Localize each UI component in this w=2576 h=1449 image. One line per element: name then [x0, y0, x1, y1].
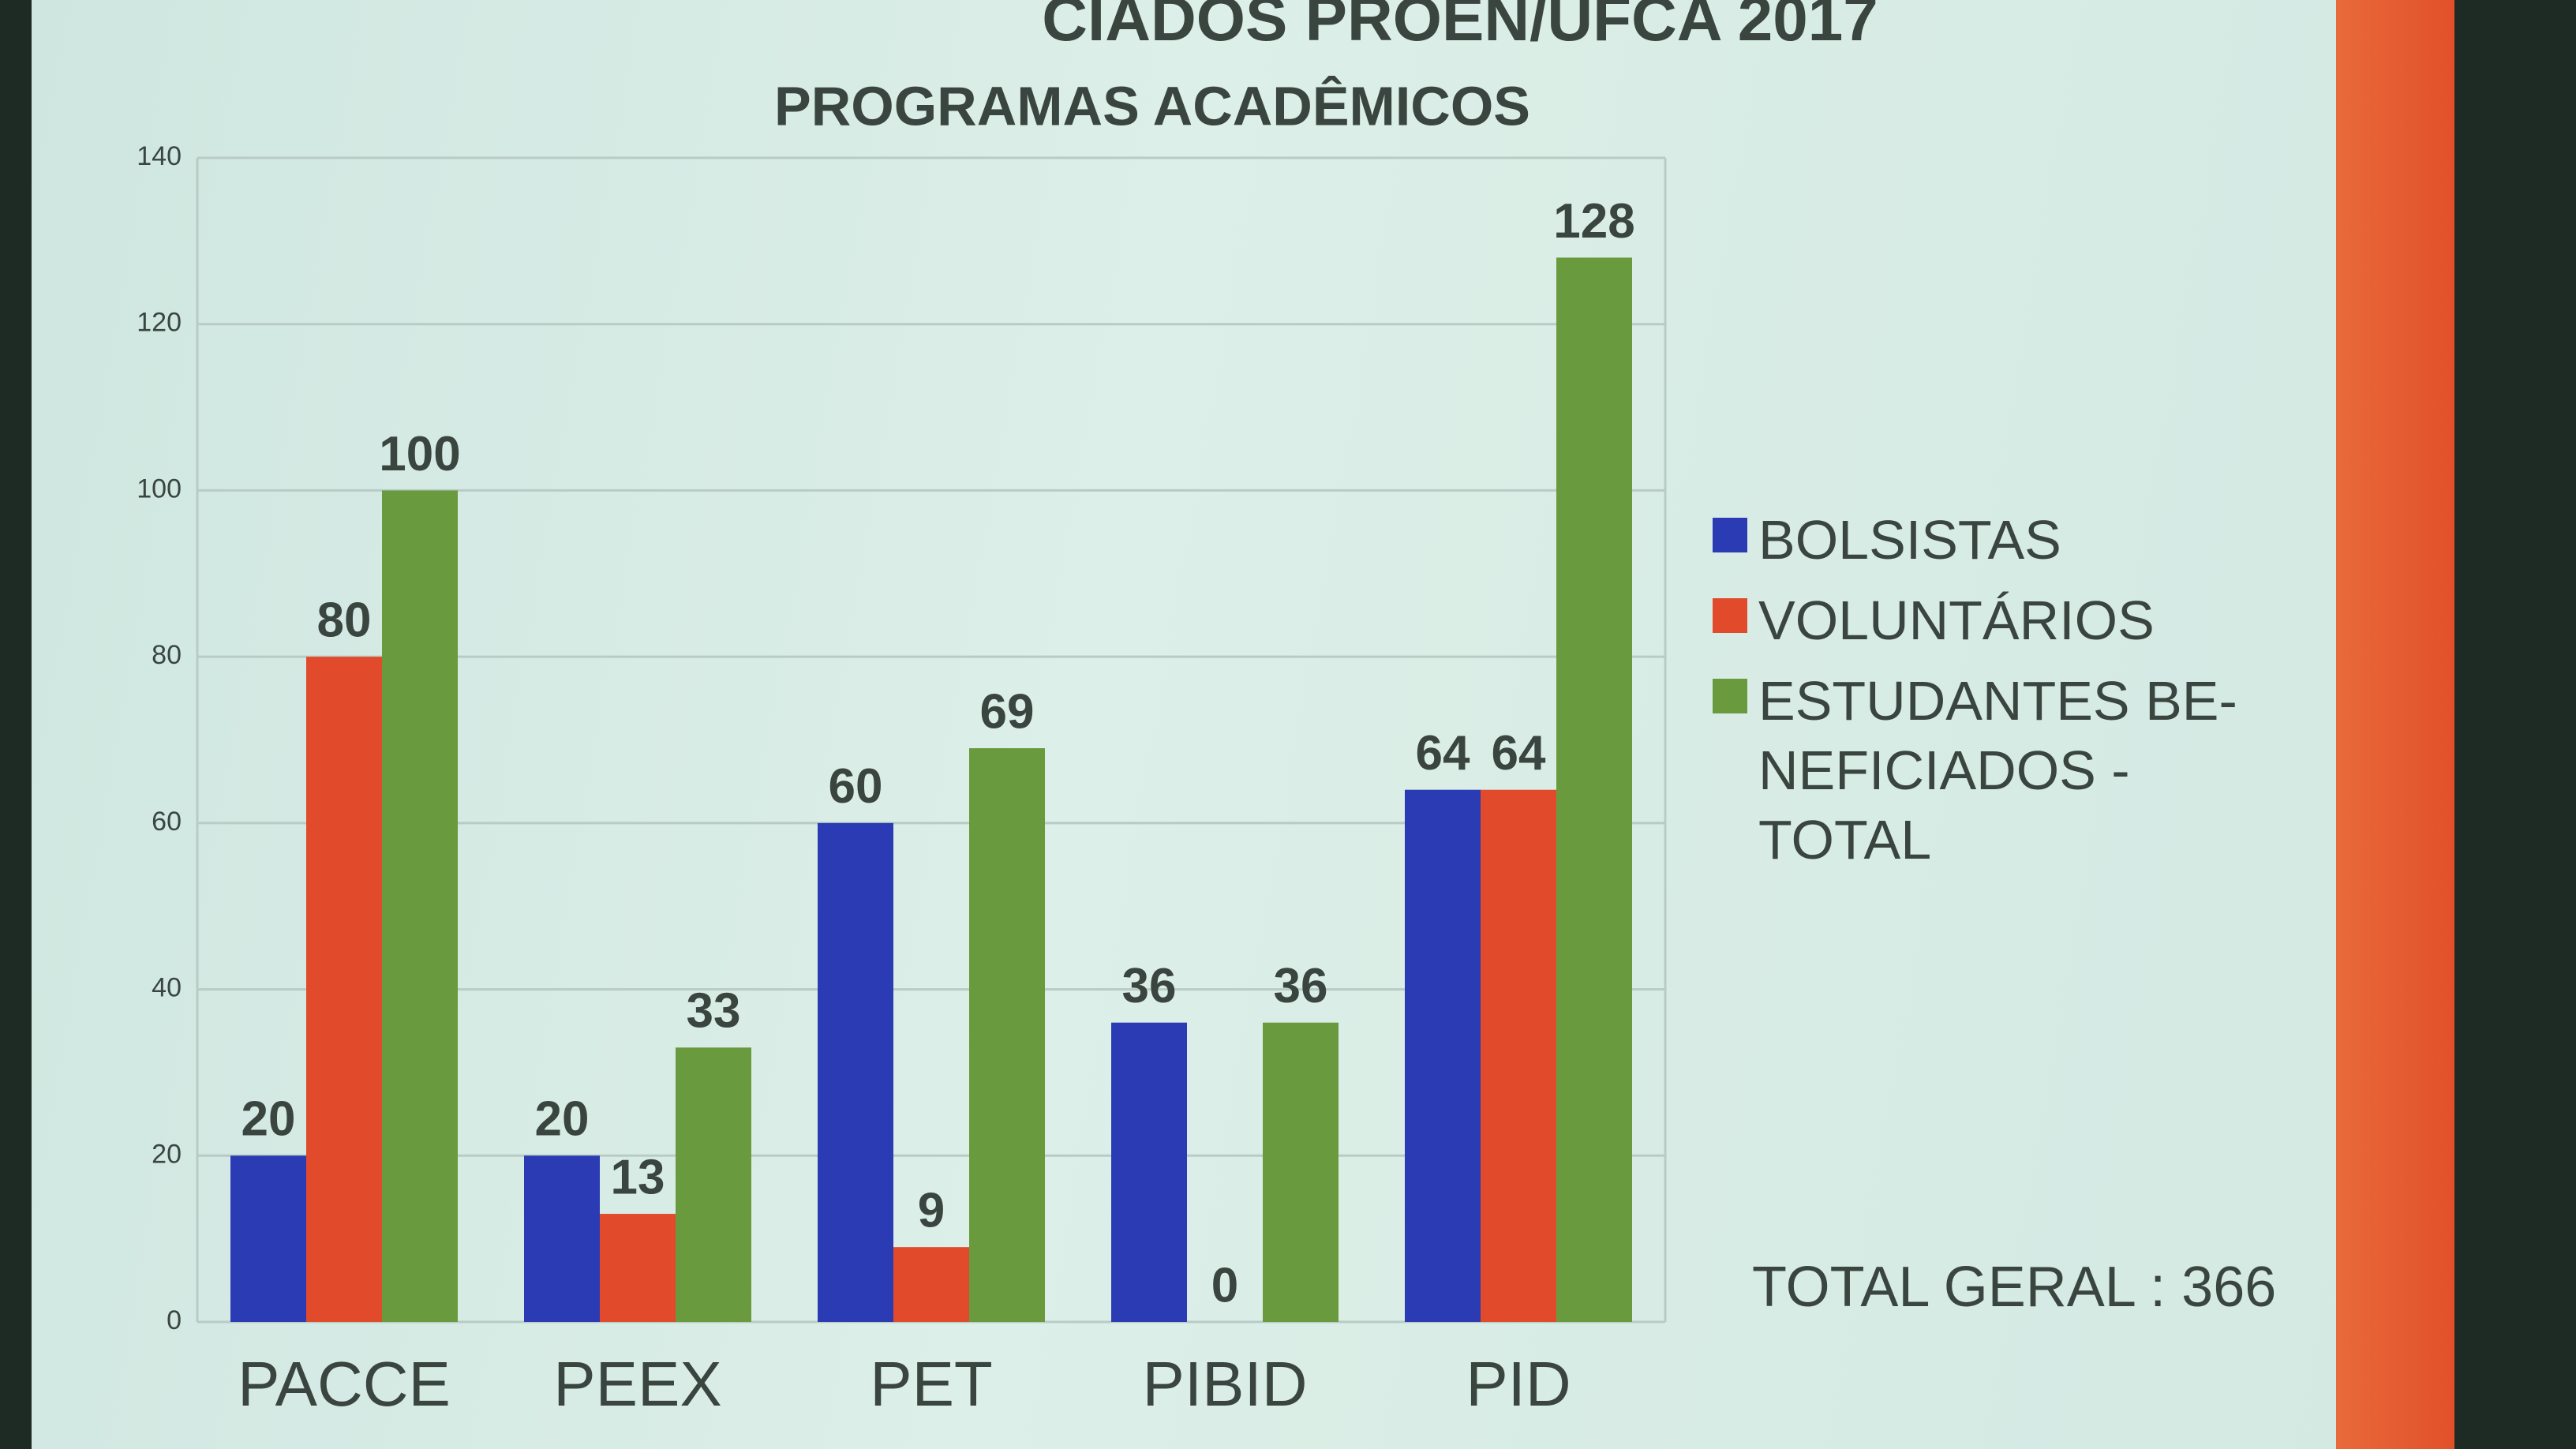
bar	[1481, 789, 1556, 1322]
value-label: 80	[317, 593, 372, 648]
legend-label: ESTUDANTES BE-NEFICIADOS - TOTAL	[1758, 670, 2237, 871]
bar	[1405, 789, 1481, 1322]
value-label: 100	[379, 427, 460, 481]
legend-swatch	[1713, 518, 1747, 552]
bar	[230, 1155, 306, 1322]
legend-swatch	[1713, 679, 1747, 713]
value-label: 64	[1416, 726, 1470, 781]
value-label: 13	[611, 1150, 665, 1204]
bar	[818, 822, 893, 1322]
y-tick-label: 60	[152, 807, 182, 837]
value-label: 20	[535, 1092, 590, 1147]
bar	[969, 748, 1045, 1322]
y-tick-label: 0	[167, 1305, 182, 1335]
value-label: 69	[980, 684, 1035, 739]
x-tick-label: PET	[870, 1349, 993, 1419]
y-tick-label: 120	[137, 308, 182, 338]
value-label: 64	[1492, 726, 1546, 781]
chart-subtitle: PROGRAMAS ACADÊMICOS	[774, 74, 1530, 137]
bar	[893, 1247, 969, 1322]
value-label: 36	[1274, 959, 1328, 1013]
legend-item: BOLSISTAS	[1713, 505, 2360, 575]
y-tick-label: 140	[137, 141, 182, 171]
side-stripe	[2336, 0, 2454, 1449]
annotation: TOTAL GERAL : 366	[1752, 1256, 2277, 1319]
value-label: 0	[1211, 1258, 1238, 1312]
bar	[382, 490, 458, 1322]
bar	[306, 657, 382, 1322]
value-label: 36	[1122, 959, 1177, 1013]
y-tick-label: 40	[152, 973, 182, 1003]
value-label: 9	[918, 1184, 945, 1238]
legend-item: ESTUDANTES BE-NEFICIADOS - TOTAL	[1713, 666, 2360, 874]
y-tick-label: 80	[152, 640, 182, 670]
x-tick-label: PIBID	[1143, 1349, 1308, 1419]
value-label: 20	[242, 1092, 296, 1147]
value-label: 33	[687, 984, 741, 1039]
x-tick-label: PACCE	[238, 1349, 451, 1419]
value-label: 60	[829, 759, 883, 814]
value-label: 128	[1553, 194, 1634, 249]
bar	[1111, 1022, 1187, 1322]
x-tick-label: PEEX	[553, 1349, 721, 1419]
y-tick-label: 20	[152, 1139, 182, 1169]
legend-label: VOLUNTÁRIOS	[1758, 590, 2155, 651]
bar	[1556, 257, 1632, 1322]
bar	[524, 1155, 600, 1322]
legend-label: BOLSISTAS	[1758, 509, 2061, 571]
bar	[1263, 1022, 1339, 1322]
legend-swatch	[1713, 598, 1747, 633]
legend: BOLSISTAS VOLUNTÁRIOS ESTUDANTES BE-NEFICI…	[1713, 505, 2360, 886]
x-tick-label: PID	[1466, 1349, 1571, 1419]
chart-title: CIADOS PROEN/UFCA 2017	[1042, 0, 1878, 54]
bar	[600, 1214, 676, 1322]
legend-item: VOLUNTÁRIOS	[1713, 586, 2360, 655]
y-tick-label: 100	[137, 474, 182, 504]
bar	[676, 1047, 751, 1322]
